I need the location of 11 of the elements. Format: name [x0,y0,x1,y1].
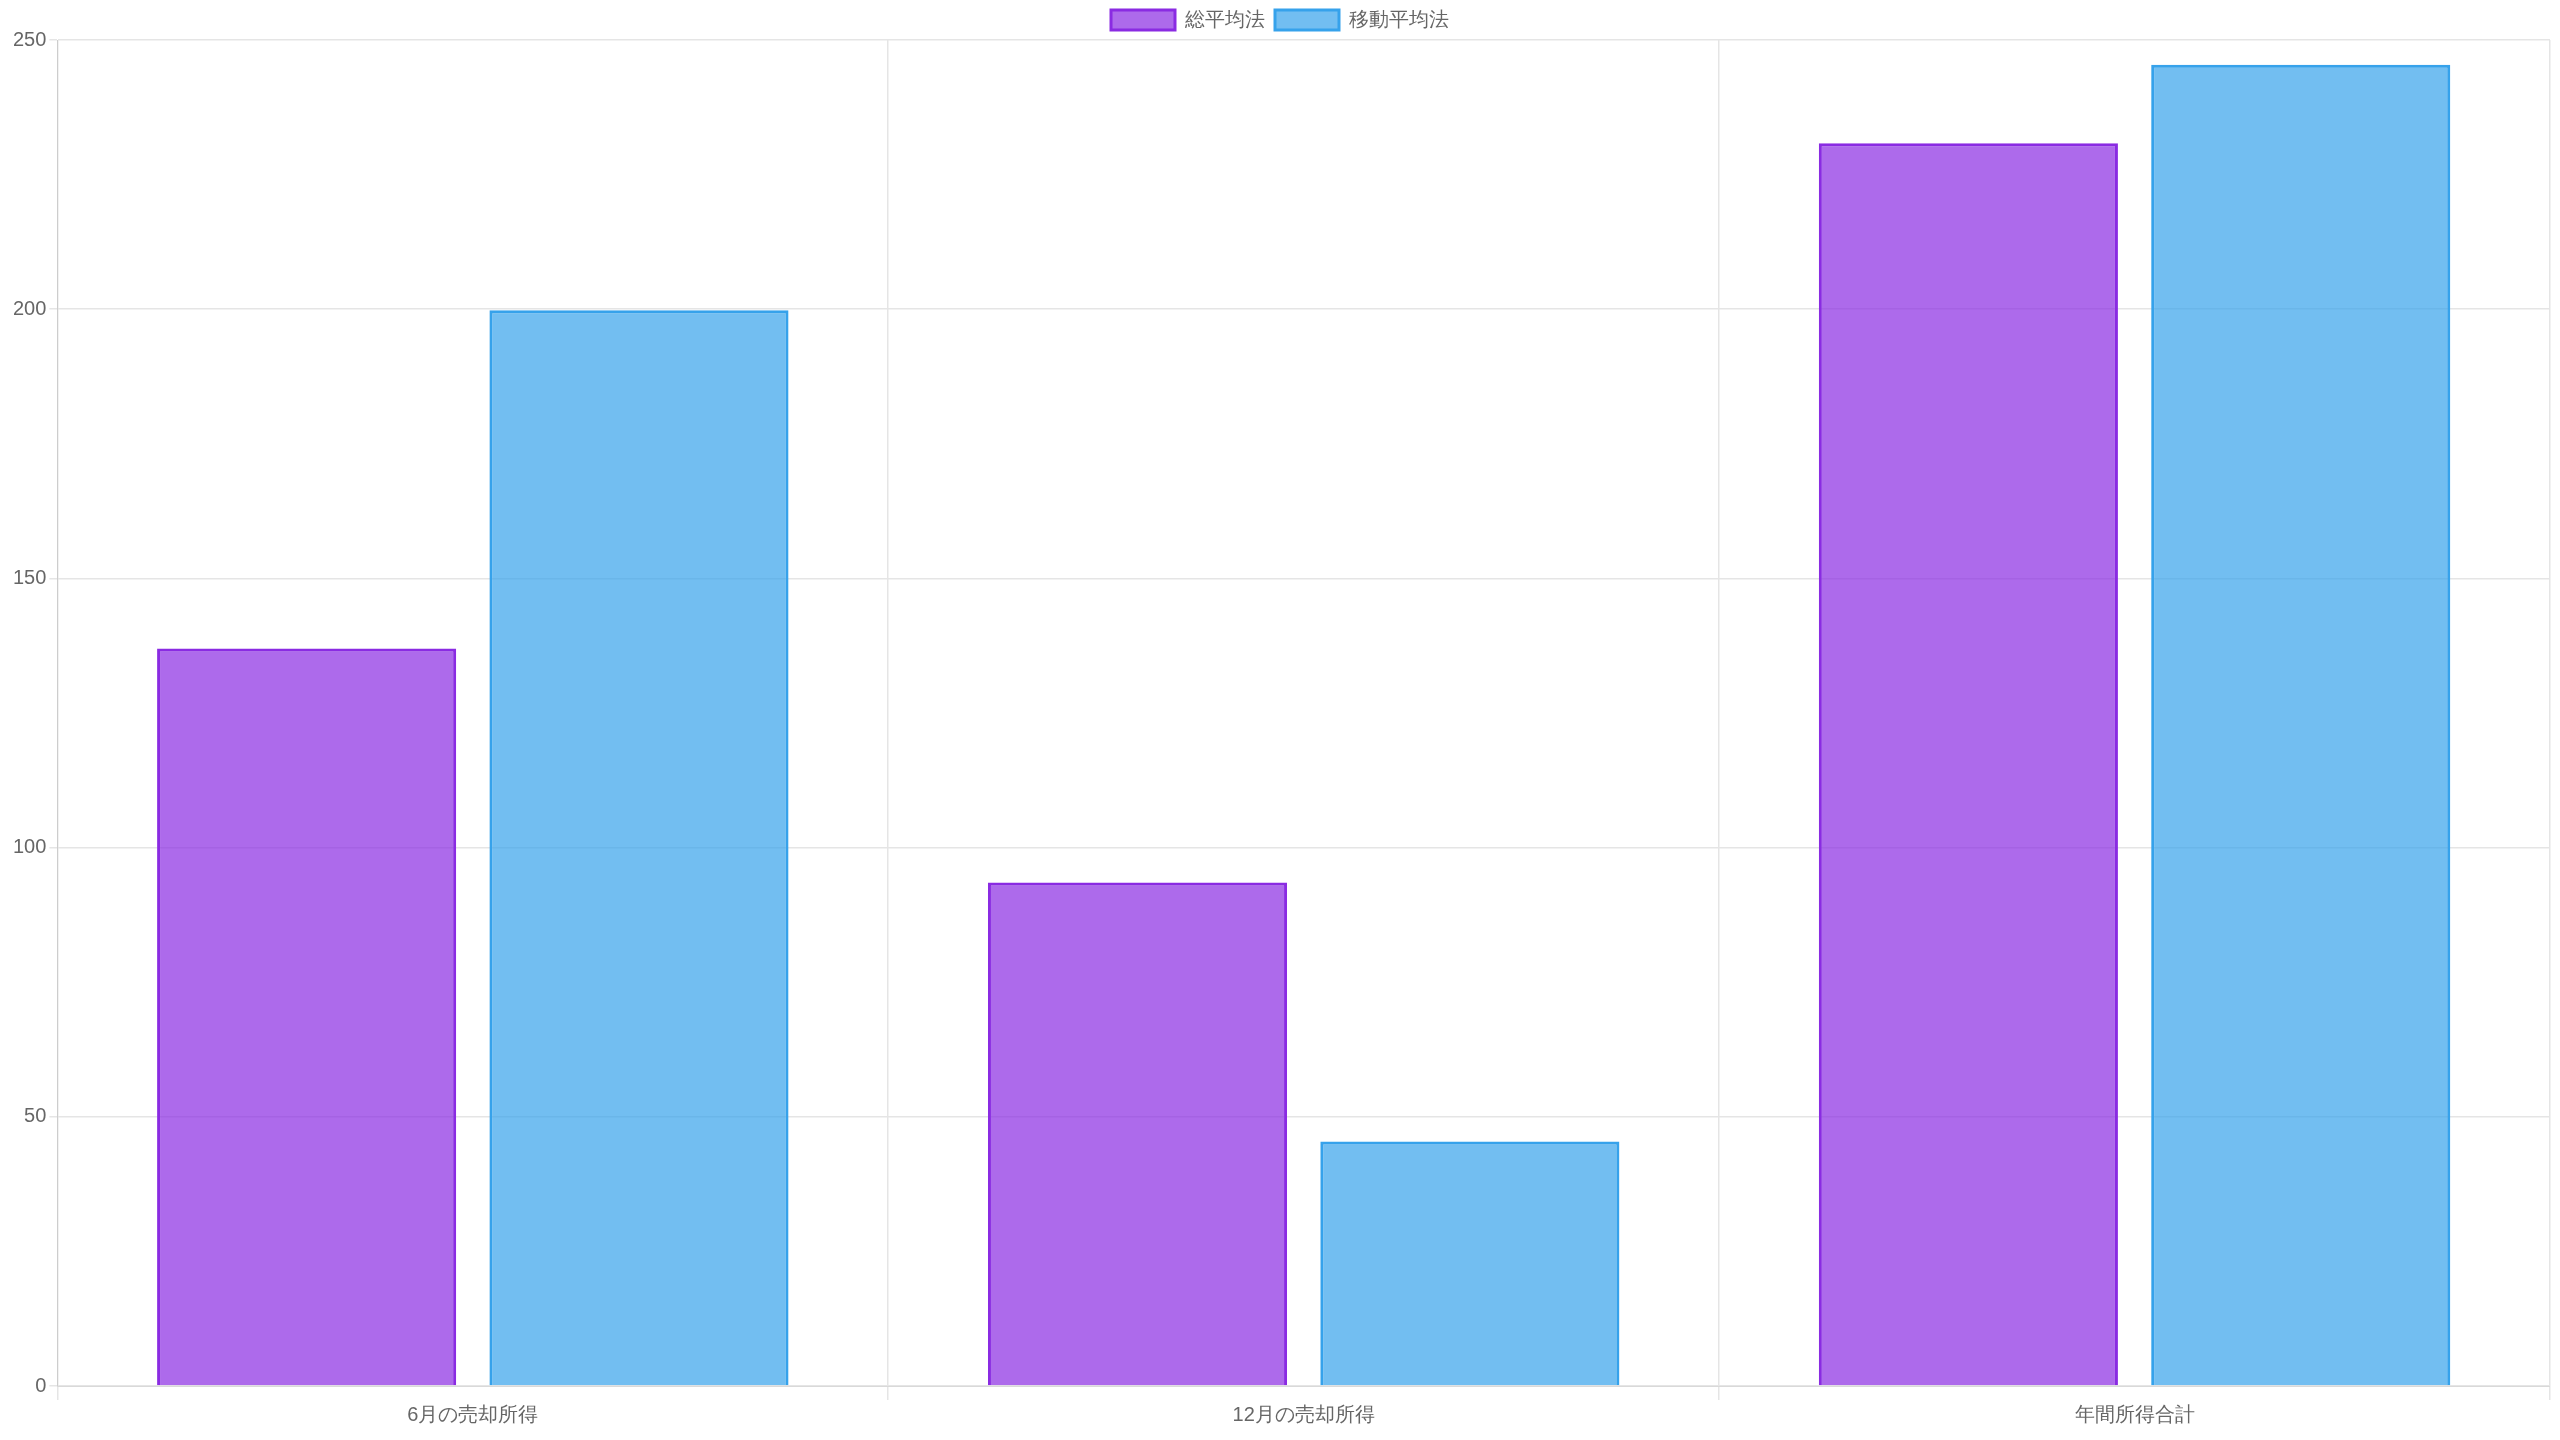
x-tick-label: 6月の売却所得 [407,1402,539,1425]
y-tick-label: 100 [12,835,47,858]
y-tick-label: 250 [12,27,47,50]
y-tick-label: 50 [24,1104,47,1127]
x-tick-label: 12月の売却所得 [1232,1402,1375,1425]
legend-label: 総平均法 [1184,7,1265,30]
legend-label: 移動平均法 [1349,7,1449,30]
y-tick-label: 200 [12,296,47,319]
y-tick-label: 150 [12,565,47,588]
x-tick-label: 年間所得合計 [2074,1402,2195,1425]
y-tick-label: 0 [35,1373,47,1396]
